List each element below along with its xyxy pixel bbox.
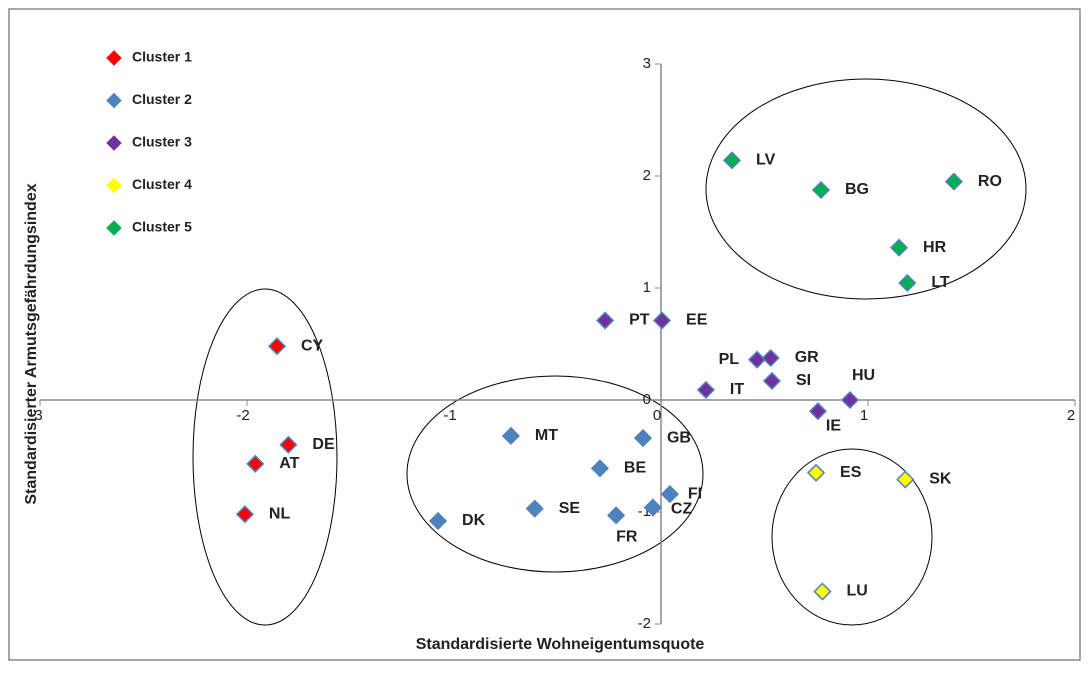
point-label: ES [840, 464, 862, 481]
legend-marker [106, 220, 122, 236]
point-label: RO [978, 173, 1002, 190]
data-point [429, 511, 448, 531]
data-point [761, 348, 780, 368]
data-point [896, 470, 915, 489]
y-tick-label: 1 [643, 279, 651, 296]
point-label: IT [730, 381, 744, 398]
x-tick-label: 1 [860, 407, 868, 424]
data-point [660, 485, 679, 504]
x-tick-label: 2 [1067, 407, 1075, 424]
point-label: EE [686, 312, 708, 329]
data-point [652, 311, 672, 330]
x-tick-label: -1 [443, 407, 456, 424]
data-point [722, 151, 742, 170]
y-tick-label: 3 [643, 55, 651, 72]
data-point [889, 238, 909, 257]
ellipse [771, 448, 933, 626]
y-tick-label: 0 [643, 391, 651, 408]
data-point [808, 402, 827, 421]
data-point [501, 426, 520, 445]
point-label: PT [629, 312, 650, 329]
data-point [840, 390, 860, 410]
x-axis-label: Standardisierte Wohneigentumsquote [416, 636, 705, 653]
y-axis-label: Standardisierter Armutsgefährdungsindex [23, 183, 40, 504]
data-point [643, 498, 662, 517]
data-point [279, 435, 298, 454]
data-point [235, 505, 254, 524]
point-label: MT [535, 427, 558, 444]
data-point [696, 380, 715, 399]
legend-label: Cluster 3 [132, 134, 192, 150]
data-point [246, 454, 265, 473]
chart-frame [8, 8, 1081, 661]
legend-marker [106, 50, 122, 66]
point-label: FR [616, 529, 638, 546]
point-label: AT [279, 455, 299, 472]
point-label: LU [846, 583, 867, 600]
point-label: DK [462, 512, 486, 529]
point-label: GR [795, 349, 819, 366]
point-label: LV [756, 152, 776, 169]
data-point [898, 273, 917, 293]
data-point [590, 459, 609, 478]
point-label: BE [624, 460, 647, 477]
point-label: FI [688, 485, 702, 502]
legend-marker [106, 177, 122, 194]
cluster-ellipses [192, 78, 1027, 626]
data-point [267, 337, 287, 356]
data-point [596, 311, 615, 330]
ellipse [406, 375, 704, 573]
point-label: DE [312, 436, 335, 453]
point-label: SE [559, 500, 581, 517]
point-label: BG [845, 181, 869, 198]
y-tick-label: 2 [643, 167, 651, 184]
point-label: HR [923, 239, 947, 256]
point-label: LT [931, 274, 950, 291]
point-label: SI [796, 372, 811, 389]
x-tick-label: -3 [29, 407, 42, 424]
data-point [607, 506, 626, 525]
x-tick-label: -2 [236, 407, 249, 424]
point-label: IE [826, 417, 841, 434]
data-point [811, 180, 831, 200]
legend-label: Cluster 2 [132, 91, 192, 107]
point-label: SK [929, 471, 952, 488]
data-point [944, 172, 963, 191]
point-label: CY [301, 337, 324, 354]
legend-marker [106, 135, 122, 151]
data-point [813, 582, 832, 601]
point-label: CZ [671, 501, 693, 518]
x-tick-label: 0 [653, 407, 661, 424]
point-label: PL [719, 351, 740, 368]
ellipse [192, 288, 338, 626]
ellipse [705, 78, 1027, 300]
point-label: GB [667, 429, 691, 446]
data-point [762, 371, 782, 391]
data-point [525, 499, 544, 518]
y-tick-label: -2 [638, 615, 651, 632]
legend-marker [106, 92, 122, 109]
legend-label: Cluster 1 [132, 49, 192, 65]
data-point [633, 429, 653, 448]
point-label: HU [852, 367, 875, 384]
point-label: NL [269, 505, 291, 522]
data-point [747, 350, 767, 369]
legend-label: Cluster 4 [132, 176, 192, 192]
data-point [806, 463, 826, 482]
legend-label: Cluster 5 [132, 219, 192, 235]
